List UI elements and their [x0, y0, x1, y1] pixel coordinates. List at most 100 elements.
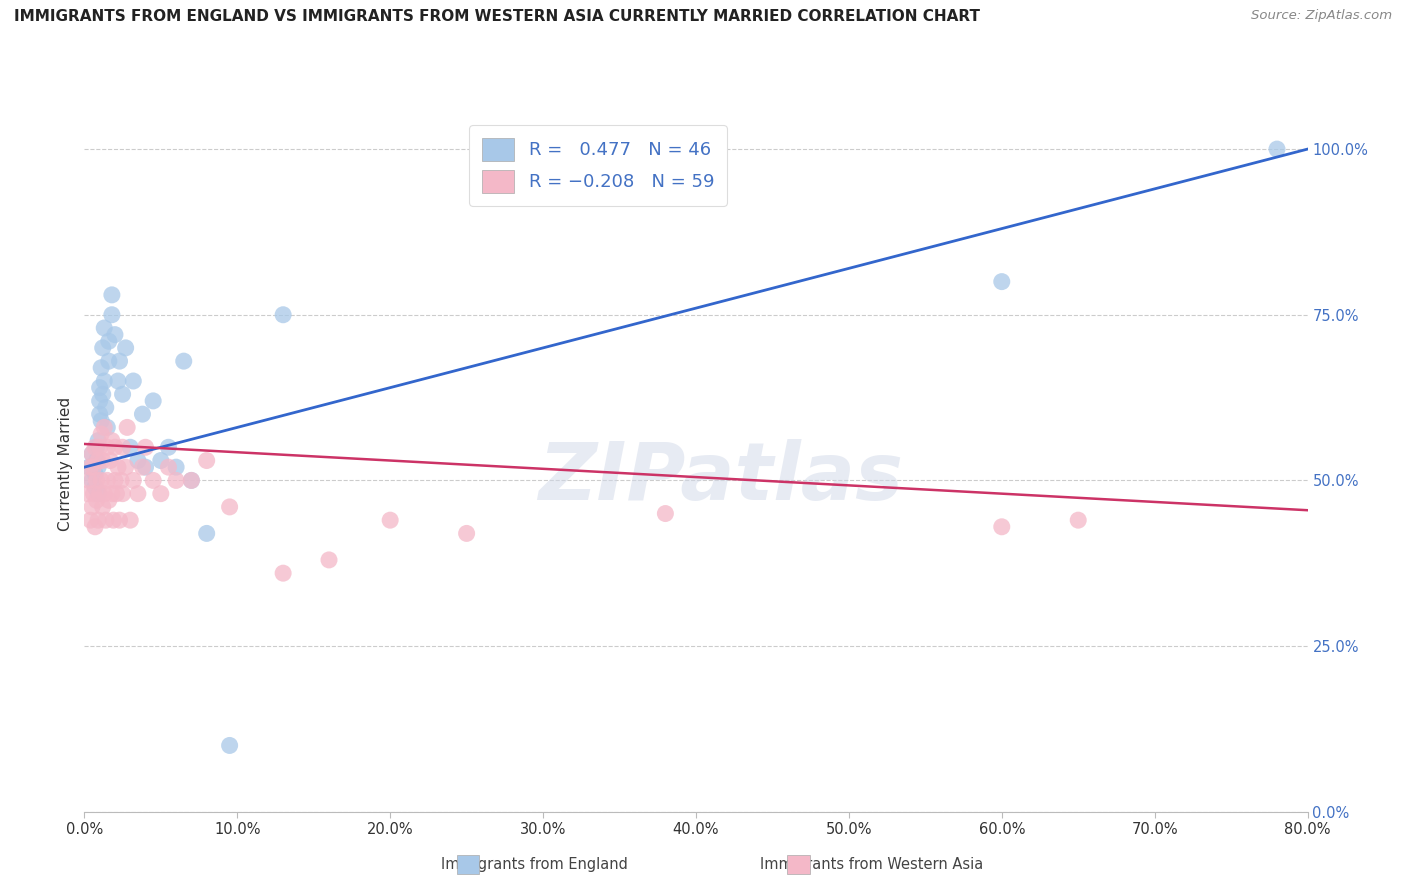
Point — [131, 407, 153, 421]
Point — [180, 474, 202, 488]
Point — [77, 474, 100, 488]
Point — [103, 513, 125, 527]
Point — [180, 474, 202, 488]
Point — [96, 420, 118, 434]
Point — [84, 520, 107, 534]
Point — [120, 440, 142, 454]
Point — [84, 480, 107, 494]
Point — [76, 486, 98, 500]
Point — [90, 414, 112, 428]
Point — [93, 486, 115, 500]
Point — [93, 420, 115, 434]
Point — [142, 474, 165, 488]
Point — [89, 486, 111, 500]
Point — [94, 513, 117, 527]
Point — [122, 374, 145, 388]
Point — [90, 474, 112, 488]
Point — [108, 354, 131, 368]
Point — [456, 526, 478, 541]
Point — [991, 275, 1014, 289]
Point — [318, 553, 340, 567]
Point — [107, 374, 129, 388]
Point — [90, 427, 112, 442]
Point — [120, 513, 142, 527]
Point — [91, 453, 114, 467]
Point — [104, 327, 127, 342]
Point — [101, 434, 124, 448]
Point — [77, 460, 100, 475]
Point — [149, 453, 172, 467]
Point — [93, 374, 115, 388]
Point — [271, 308, 294, 322]
Point — [94, 401, 117, 415]
Point — [195, 526, 218, 541]
Point — [80, 474, 103, 488]
Point — [80, 447, 103, 461]
Point — [104, 474, 127, 488]
Point — [114, 460, 136, 475]
Text: IMMIGRANTS FROM ENGLAND VS IMMIGRANTS FROM WESTERN ASIA CURRENTLY MARRIED CORREL: IMMIGRANTS FROM ENGLAND VS IMMIGRANTS FR… — [14, 9, 980, 24]
Text: Immigrants from Western Asia: Immigrants from Western Asia — [761, 857, 983, 872]
Point — [108, 513, 131, 527]
Point — [142, 393, 165, 408]
Point — [84, 467, 107, 481]
Point — [173, 354, 195, 368]
Point — [86, 453, 108, 467]
Point — [195, 453, 218, 467]
Legend: R =   0.477   N = 46, R = −0.208   N = 59: R = 0.477 N = 46, R = −0.208 N = 59 — [470, 125, 727, 206]
Point — [87, 460, 110, 475]
Text: ZIPatlas: ZIPatlas — [538, 439, 903, 516]
Point — [1067, 513, 1090, 527]
Point — [135, 460, 157, 475]
Point — [165, 460, 187, 475]
Point — [122, 474, 145, 488]
Point — [111, 440, 134, 454]
Point — [90, 360, 112, 375]
Text: Immigrants from England: Immigrants from England — [441, 857, 627, 872]
Point — [87, 434, 110, 448]
Point — [114, 341, 136, 355]
Point — [86, 474, 108, 488]
Point — [89, 381, 111, 395]
Point — [97, 354, 120, 368]
Point — [89, 440, 111, 454]
Point — [84, 440, 107, 454]
Point — [79, 513, 101, 527]
Text: Source: ZipAtlas.com: Source: ZipAtlas.com — [1251, 9, 1392, 22]
Point — [101, 308, 124, 322]
Point — [1265, 142, 1288, 156]
Point — [97, 334, 120, 349]
Point — [79, 460, 101, 475]
Point — [105, 486, 128, 500]
Point — [83, 460, 105, 475]
Point — [91, 387, 114, 401]
Point — [87, 486, 110, 500]
Point — [89, 407, 111, 421]
Point — [218, 500, 240, 514]
Point — [107, 460, 129, 475]
Point — [86, 440, 108, 454]
Point — [271, 566, 294, 581]
Point — [97, 493, 120, 508]
Point — [87, 453, 110, 467]
Point — [380, 513, 402, 527]
Point — [104, 440, 127, 454]
Point — [165, 474, 187, 488]
Point — [86, 493, 108, 508]
Point — [87, 513, 110, 527]
Point — [135, 440, 157, 454]
Point — [96, 440, 118, 454]
Point — [127, 453, 149, 467]
Point — [111, 486, 134, 500]
Point — [110, 474, 132, 488]
Point — [89, 393, 111, 408]
Point — [91, 341, 114, 355]
Point — [80, 500, 103, 514]
Point — [149, 486, 172, 500]
Point — [91, 500, 114, 514]
Point — [157, 460, 180, 475]
Point — [654, 507, 676, 521]
Point — [157, 440, 180, 454]
Point — [101, 288, 124, 302]
Point — [80, 447, 103, 461]
